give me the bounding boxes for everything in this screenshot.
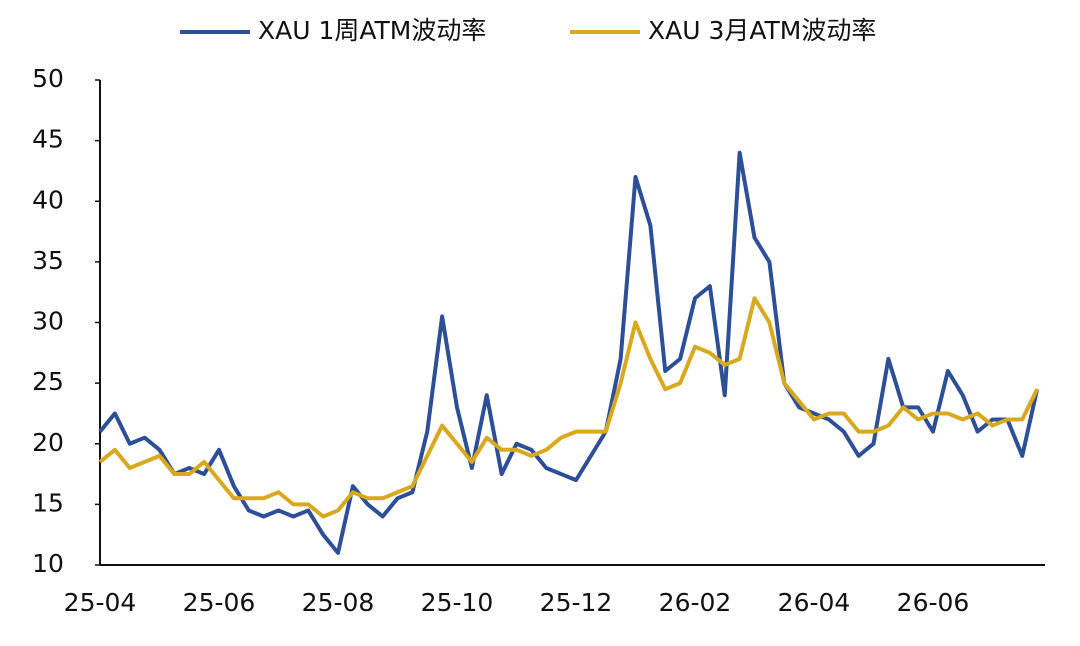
series-line [98,150,1040,555]
legend-label: XAU 1周ATM波动率 [258,16,486,45]
y-tick-label: 30 [32,307,64,336]
legend-label: XAU 3月ATM波动率 [648,16,876,45]
y-tick-label: 15 [32,488,64,517]
x-tick-label: 26-02 [659,588,732,617]
x-tick-label: 25-10 [421,588,494,617]
x-tick-label: 25-04 [64,588,137,617]
x-tick-label: 25-12 [540,588,613,617]
y-tick-label: 25 [32,367,64,396]
x-tick-label: 25-06 [183,588,256,617]
y-tick-label: 35 [32,246,64,275]
y-tick-label: 50 [32,64,64,93]
y-tick-label: 45 [32,125,64,154]
series-line [98,296,1039,519]
y-tick-label: 20 [32,428,64,457]
x-tick-label: 26-04 [778,588,851,617]
x-tick-label: 26-06 [897,588,970,617]
y-tick-label: 40 [32,185,64,214]
x-tick-label: 25-08 [302,588,375,617]
y-tick-label: 10 [32,549,64,578]
